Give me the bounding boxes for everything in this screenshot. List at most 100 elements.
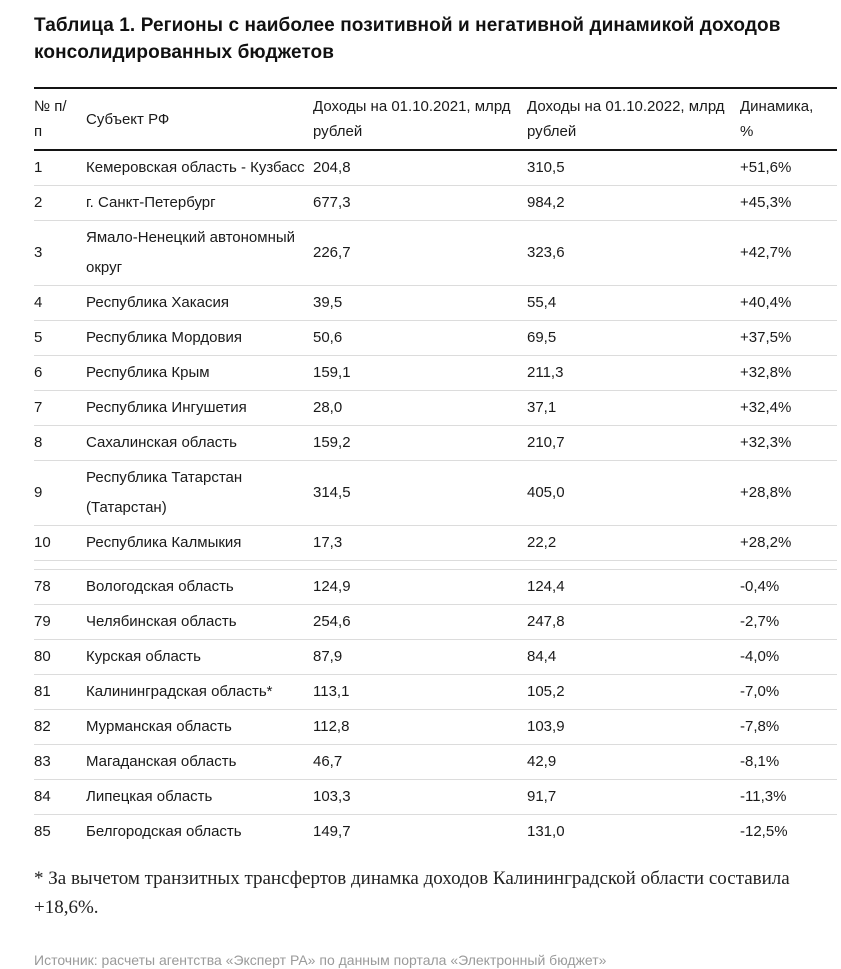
cell-num: 1 (34, 159, 43, 176)
header-row: № п/ п Субъект РФ Доходы на 01.10.2021, … (34, 88, 837, 150)
cell-rev2021: 314,5 (313, 484, 351, 501)
table-row: 79 Челябинская область 254,6 247,8 -2,7% (34, 604, 837, 640)
cell-num: 6 (34, 364, 43, 381)
cell-num: 7 (34, 399, 43, 416)
cell-rev2022: 91,7 (527, 788, 557, 805)
cell-rev2021: 50,6 (313, 329, 343, 346)
table-row: 8 Сахалинская область 159,2 210,7 +32,3% (34, 425, 837, 461)
cell-rev2021: 103,3 (313, 788, 351, 805)
cell-dyn: +51,6% (740, 159, 792, 176)
cell-rev2022: 105,2 (527, 683, 565, 700)
cell-rev2022: 131,0 (527, 823, 565, 840)
cell-rev2021: 124,9 (313, 578, 351, 595)
cell-num: 81 (34, 683, 51, 700)
source-note: Источник: расчеты агентства «Эксперт РА»… (34, 952, 607, 968)
column-header-num-line1: № п/ (34, 98, 67, 115)
cell-rev2022: 310,5 (527, 159, 565, 176)
cell-rev2021: 112,8 (313, 718, 350, 735)
cell-dyn: +32,8% (740, 364, 792, 381)
cell-num: 79 (34, 613, 51, 630)
cell-rev2022: 247,8 (527, 613, 565, 630)
cell-region: Республика Хакасия (86, 294, 230, 311)
column-header-rev2022: Доходы на 01.10.2022, млрд рублей (527, 98, 725, 140)
cell-num: 82 (34, 718, 51, 735)
section-spacer (34, 560, 837, 570)
cell-dyn: +45,3% (740, 194, 792, 211)
cell-num: 2 (34, 194, 43, 211)
cell-rev2021: 149,7 (313, 823, 351, 840)
cell-num: 4 (34, 294, 43, 311)
cell-rev2021: 46,7 (313, 753, 343, 770)
cell-region: Сахалинская область (86, 434, 237, 451)
cell-rev2022: 103,9 (527, 718, 565, 735)
table-row: 85 Белгородская область 149,7 131,0 -12,5% (34, 814, 837, 850)
cell-dyn: +28,2% (740, 534, 792, 551)
cell-region: Ямало-Ненецкий автономный округ (86, 229, 296, 276)
cell-num: 3 (34, 244, 43, 261)
table-row: 83 Магаданская область 46,7 42,9 -8,1% (34, 744, 837, 780)
cell-rev2021: 87,9 (313, 648, 343, 665)
cell-dyn: +32,4% (740, 399, 792, 416)
cell-num: 80 (34, 648, 51, 665)
cell-num: 83 (34, 753, 51, 770)
table-header: № п/ п Субъект РФ Доходы на 01.10.2021, … (34, 88, 837, 150)
cell-region: Курская область (86, 648, 201, 665)
table-row: 9 Республика Татарстан (Татарстан) 314,5 40… (34, 460, 837, 526)
cell-rev2022: 37,1 (527, 399, 557, 416)
cell-region: Республика Татарстан (Татарстан) (86, 469, 243, 516)
cell-num: 84 (34, 788, 51, 805)
table-row: 2 г. Санкт-Петербург 677,3 984,2 +45,3% (34, 185, 837, 221)
cell-region: Калининградская область* (86, 683, 273, 700)
cell-dyn: -0,4% (740, 578, 780, 595)
cell-rev2021: 254,6 (313, 613, 351, 630)
cell-num: 8 (34, 434, 43, 451)
footnote: * За вычетом транзитных трансфертов дина… (34, 868, 790, 918)
cell-region: Республика Мордовия (86, 329, 242, 346)
cell-rev2022: 210,7 (527, 434, 565, 451)
cell-rev2022: 984,2 (527, 194, 565, 211)
table-row: 3 Ямало-Ненецкий автономный округ 226,7 323… (34, 220, 837, 286)
cell-region: Белгородская область (86, 823, 242, 840)
regions-table: № п/ п Субъект РФ Доходы на 01.10.2021, … (34, 87, 837, 849)
cell-rev2021: 204,8 (313, 159, 351, 176)
cell-region: Магаданская область (86, 753, 237, 770)
cell-rev2021: 39,5 (313, 294, 343, 311)
column-header-dynamics: Динамика, % (740, 98, 814, 140)
section-spacer-cell (34, 561, 837, 570)
cell-rev2021: 159,1 (313, 364, 351, 381)
column-header-num: № п/ п (34, 88, 86, 150)
cell-num: 78 (34, 578, 51, 595)
cell-num: 10 (34, 534, 51, 551)
table-row: 1 Кемеровская область - Кузбасс 204,8 310,5… (34, 150, 837, 186)
page-title: Таблица 1. Регионы с наиболее позитивной… (34, 15, 781, 63)
table-row: 82 Мурманская область 112,8 103,9 -7,8% (34, 709, 837, 745)
cell-region: Челябинская область (86, 613, 237, 630)
cell-num: 5 (34, 329, 43, 346)
table-row: 10 Республика Калмыкия 17,3 22,2 +28,2% (34, 525, 837, 561)
cell-region: г. Санкт-Петербург (86, 194, 216, 211)
cell-rev2022: 69,5 (527, 329, 557, 346)
cell-rev2021: 677,3 (313, 194, 351, 211)
table-body: 1 Кемеровская область - Кузбасс 204,8 310,5… (34, 150, 837, 849)
cell-rev2022: 42,9 (527, 753, 557, 770)
cell-dyn: -4,0% (740, 648, 780, 665)
table-row: 7 Республика Ингушетия 28,0 37,1 +32,4% (34, 390, 837, 426)
cell-dyn: -7,8% (740, 718, 780, 735)
cell-num: 85 (34, 823, 51, 840)
cell-rev2021: 159,2 (313, 434, 351, 451)
cell-rev2022: 55,4 (527, 294, 557, 311)
table-row: 5 Республика Мордовия 50,6 69,5 +37,5% (34, 320, 837, 356)
cell-region: Республика Крым (86, 364, 210, 381)
cell-rev2022: 211,3 (527, 364, 564, 381)
table-row: 78 Вологодская область 124,9 124,4 -0,4% (34, 569, 837, 605)
cell-dyn: -7,0% (740, 683, 780, 700)
cell-rev2022: 323,6 (527, 244, 565, 261)
column-header-rev2021: Доходы на 01.10.2021, млрд рублей (313, 98, 511, 140)
cell-dyn: -8,1% (740, 753, 780, 770)
cell-rev2021: 17,3 (313, 534, 343, 551)
cell-dyn: +40,4% (740, 294, 792, 311)
cell-region: Липецкая область (86, 788, 213, 805)
cell-region: Мурманская область (86, 718, 232, 735)
cell-rev2021: 28,0 (313, 399, 343, 416)
cell-dyn: +28,8% (740, 484, 792, 501)
